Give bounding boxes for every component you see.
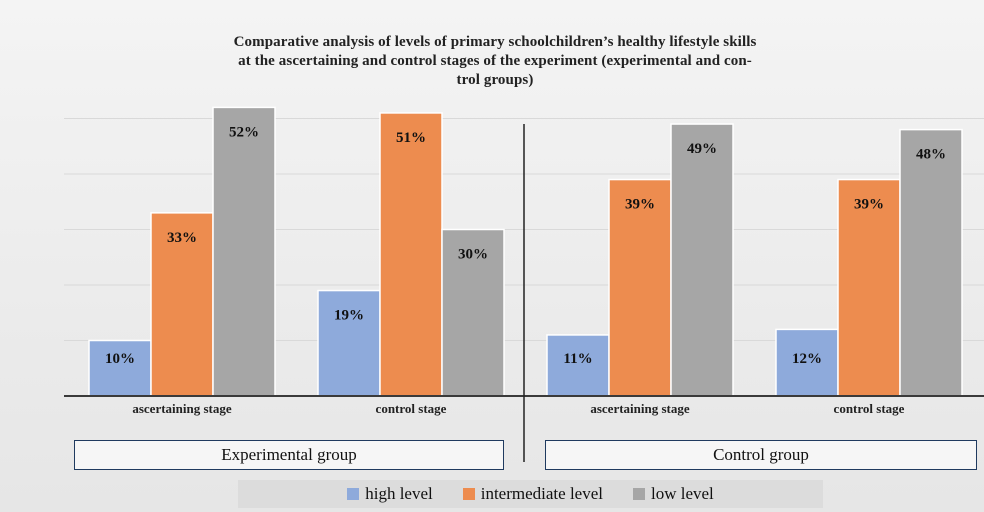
data-label: 10% [105,351,135,367]
legend-label-high: high level [365,484,433,503]
data-label: 39% [625,197,655,213]
data-label: 30% [458,247,488,263]
legend-swatch-intermediate [462,488,475,500]
legend-label-intermediate: intermediate level [480,484,603,503]
legend: high level intermediate level low level [238,480,823,508]
bar-low-level [212,106,276,397]
legend-item-intermediate: intermediate level [462,484,603,504]
bar-low-level [899,128,963,397]
legend-swatch-high [347,488,360,500]
category-tick-label: control stage [834,401,905,416]
bar-high-level [88,339,152,397]
bar-low-level [670,123,734,397]
data-labels: 10% 33% 52% 19% 51% 30% 11% 39% 49% 12% 39% 48% [105,124,946,367]
data-label: 52% [229,124,259,140]
data-label: 51% [396,130,426,146]
chart-title-line-1: Comparative analysis of levels of primar… [233,34,757,50]
data-label: 12% [792,351,822,367]
legend-item-low: low level [632,484,714,504]
category-tick-label: ascertaining stage [132,401,232,416]
bar-high-level [317,289,381,397]
category-tick-label: ascertaining stage [590,401,690,416]
bar-intermediate-level [837,178,901,397]
data-label: 49% [687,141,717,157]
data-label: 11% [563,351,592,367]
bars [88,106,963,397]
chart-title-line-3: trol groups) [456,72,534,88]
data-label: 48% [916,147,946,163]
data-label: 19% [334,308,364,324]
bar-low-level [441,228,505,397]
chart-title-line-2: at the ascertaining and control stages o… [238,53,752,69]
category-tick-labels: ascertaining stage control stage ascertain… [132,401,904,416]
control-group-box: Control group [545,440,977,470]
data-label: 39% [854,197,884,213]
legend-label-low: low level [650,484,714,503]
category-tick-label: control stage [376,401,447,416]
experimental-group-box: Experimental group [74,440,504,470]
legend-item-high: high level [347,484,433,504]
bar-high-level [546,334,610,397]
data-label: 33% [167,230,197,246]
bar-intermediate-level [379,112,443,397]
legend-swatch-low [632,488,645,500]
